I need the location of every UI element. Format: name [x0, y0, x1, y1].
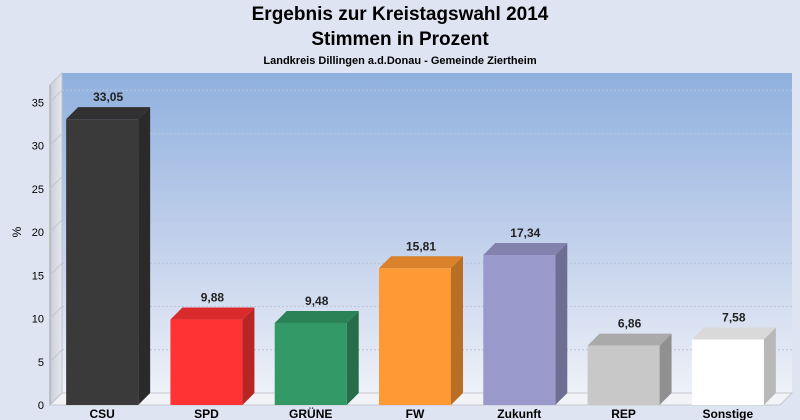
x-tick-label: GRÜNE: [289, 406, 332, 420]
bar-csu: [66, 107, 151, 405]
x-tick-label: FW: [406, 407, 425, 420]
bar-front: [691, 339, 764, 405]
bar-side: [555, 243, 568, 405]
y-tick-label: 15: [32, 270, 44, 282]
bar-rep: [587, 333, 672, 405]
bar-front: [66, 119, 139, 405]
bar-top: [274, 311, 359, 324]
grid-line-wall: [49, 306, 63, 319]
data-label: 6,86: [618, 317, 642, 331]
bar-top: [691, 327, 776, 340]
bar-top: [170, 307, 255, 320]
data-label: 9,48: [305, 294, 329, 308]
bar-spd: [170, 307, 255, 405]
x-tick-label: REP: [611, 407, 636, 420]
bar-sonstige: [691, 327, 776, 405]
data-label: 7,58: [722, 310, 746, 324]
bar-front: [483, 255, 556, 405]
x-tick-label: SPD: [194, 407, 219, 420]
data-label: 15,81: [406, 239, 436, 253]
grid-line-wall: [49, 262, 63, 276]
bar-top: [483, 243, 568, 256]
bar-top: [379, 256, 463, 269]
y-tick-label: 10: [32, 314, 44, 326]
bar-zukunft: [483, 243, 568, 405]
grid-line-wall: [49, 392, 63, 406]
bar-side: [346, 311, 359, 405]
y-tick-label: 30: [32, 141, 44, 153]
bar-side: [763, 327, 776, 405]
chart-title: Ergebnis zur Kreistagswahl 2014: [251, 4, 549, 25]
grid-line-wall: [49, 133, 63, 146]
data-label: 9,88: [201, 291, 225, 305]
bar-grüne: [274, 311, 359, 405]
bar-fw: [379, 256, 463, 405]
bar-side: [242, 307, 255, 405]
bar-front: [587, 345, 660, 405]
grid-line-wall: [49, 349, 63, 363]
bar-front: [379, 268, 451, 405]
grid-line-wall: [49, 219, 63, 233]
bar-top: [66, 107, 151, 120]
bar-top: [587, 333, 672, 346]
bar-front: [274, 323, 347, 405]
y-tick-label: 20: [32, 227, 44, 239]
x-tick-label: CSU: [89, 407, 114, 420]
y-tick-label: 0: [38, 400, 44, 412]
grid-line-wall: [49, 176, 63, 190]
data-label: 17,34: [510, 226, 540, 240]
y-tick-label: 5: [38, 357, 44, 369]
bar-side: [451, 256, 463, 405]
bar-side: [659, 333, 672, 405]
y-axis-label: %: [10, 226, 24, 237]
y-tick-label: 35: [32, 97, 44, 109]
bar-front: [170, 319, 243, 405]
chart-title-line-2: Stimmen in Prozent: [311, 29, 489, 50]
x-tick-label: Zukunft: [497, 407, 541, 420]
bar-side: [138, 107, 151, 405]
grid-line-wall: [49, 89, 63, 103]
y-tick-label: 25: [32, 184, 44, 196]
x-tick-label: Sonstige: [703, 407, 754, 420]
chart-subtitle: Landkreis Dillingen a.d.Donau - Gemeinde…: [263, 55, 537, 67]
data-label: 33,05: [93, 90, 123, 104]
